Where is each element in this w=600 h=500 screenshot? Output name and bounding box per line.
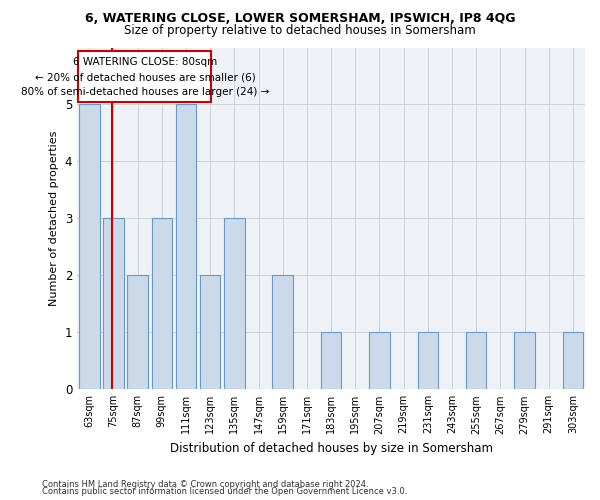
Bar xyxy=(103,218,124,390)
Text: Size of property relative to detached houses in Somersham: Size of property relative to detached ho… xyxy=(124,24,476,37)
Bar xyxy=(369,332,390,390)
Bar xyxy=(272,276,293,390)
Text: ← 20% of detached houses are smaller (6): ← 20% of detached houses are smaller (6) xyxy=(35,72,255,83)
Bar xyxy=(418,332,438,390)
Bar xyxy=(563,332,583,390)
X-axis label: Distribution of detached houses by size in Somersham: Distribution of detached houses by size … xyxy=(170,442,493,455)
Bar xyxy=(176,104,196,390)
Bar xyxy=(200,276,220,390)
Text: 6, WATERING CLOSE, LOWER SOMERSHAM, IPSWICH, IP8 4QG: 6, WATERING CLOSE, LOWER SOMERSHAM, IPSW… xyxy=(85,12,515,26)
Text: Contains HM Land Registry data © Crown copyright and database right 2024.: Contains HM Land Registry data © Crown c… xyxy=(42,480,368,489)
Text: 80% of semi-detached houses are larger (24) →: 80% of semi-detached houses are larger (… xyxy=(21,87,269,97)
Bar xyxy=(514,332,535,390)
Y-axis label: Number of detached properties: Number of detached properties xyxy=(49,130,59,306)
FancyBboxPatch shape xyxy=(79,52,211,102)
Bar xyxy=(466,332,487,390)
Bar xyxy=(79,104,100,390)
Bar xyxy=(152,218,172,390)
Text: 6 WATERING CLOSE: 80sqm: 6 WATERING CLOSE: 80sqm xyxy=(73,57,217,67)
Bar xyxy=(127,276,148,390)
Bar xyxy=(224,218,245,390)
Bar xyxy=(321,332,341,390)
Text: Contains public sector information licensed under the Open Government Licence v3: Contains public sector information licen… xyxy=(42,488,407,496)
